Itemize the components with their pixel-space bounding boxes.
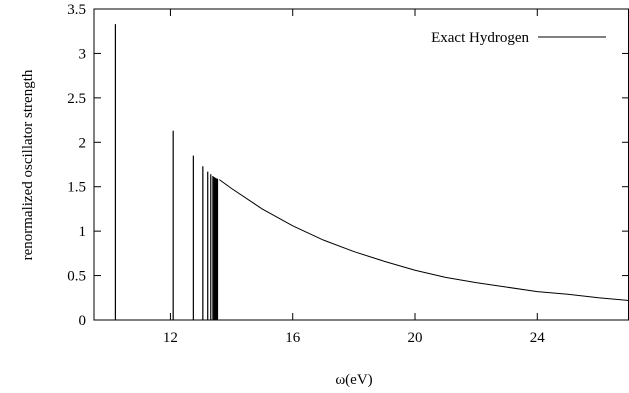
ticks-layer: 0 0.5 1 1.5 2 2.5 3 3.5 12 16 20 24 [67, 2, 629, 346]
y-tick-label-1: 0.5 [67, 269, 86, 285]
axes-layer [93, 8, 629, 321]
y-axis-label: renormalized oscillator strength [20, 69, 36, 260]
legend: Exact Hydrogen [431, 30, 606, 46]
y-tick-label-4: 2 [79, 135, 87, 151]
y-tick-label-5: 2.5 [67, 91, 86, 107]
y-tick-label-6: 3 [79, 46, 87, 62]
x-tick-label-0: 12 [163, 330, 178, 346]
y-tick-label-2: 1 [79, 224, 87, 240]
x-axis-label: ω(eV) [335, 372, 372, 388]
x-tick-label-2: 20 [408, 330, 423, 346]
legend-label-exact-hydrogen: Exact Hydrogen [431, 30, 529, 46]
x-tick-label-1: 16 [285, 330, 301, 346]
x-tick-label-3: 24 [530, 330, 546, 346]
continuum-curve [219, 179, 629, 301]
y-tick-label-3: 1.5 [67, 180, 86, 196]
data-layer [114, 24, 629, 320]
y-tick-label-7: 3.5 [67, 2, 86, 18]
y-tick-label-0: 0 [79, 313, 87, 329]
plot-frame [93, 8, 629, 321]
